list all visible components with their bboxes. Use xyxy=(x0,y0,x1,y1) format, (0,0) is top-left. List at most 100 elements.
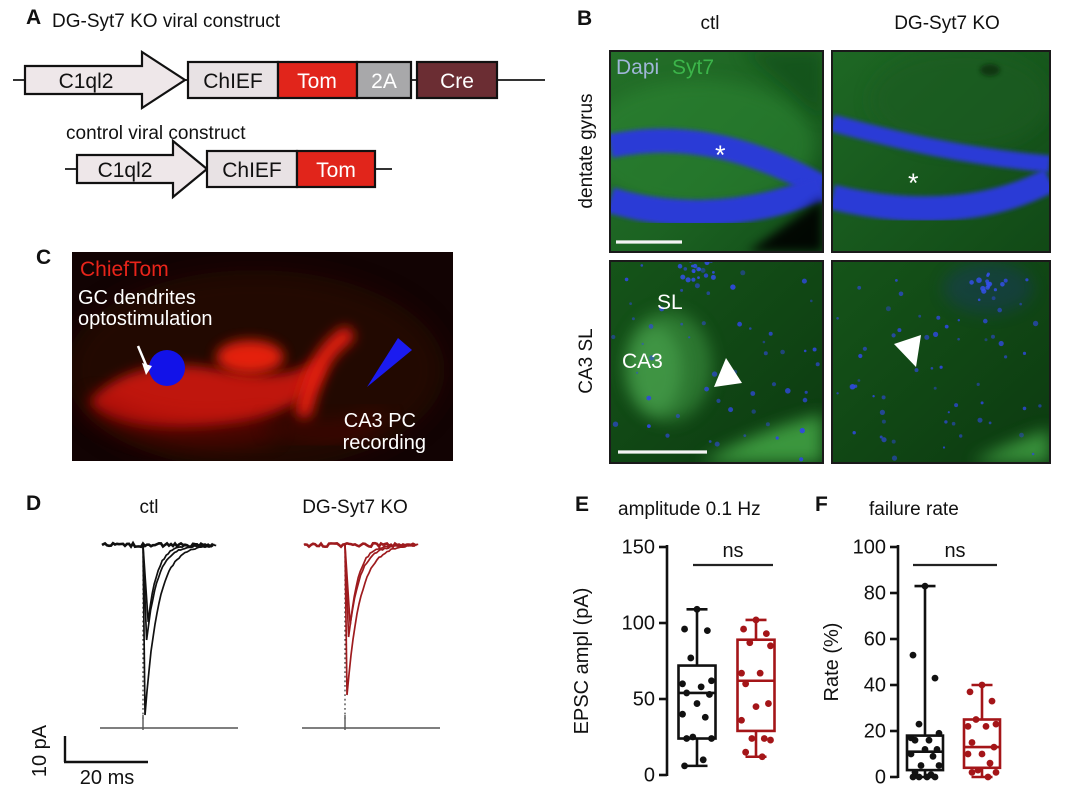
data-point xyxy=(907,750,915,758)
panel-a-subtitle: control viral construct xyxy=(66,123,246,144)
data-point xyxy=(968,769,976,776)
panel-b-header-ko: DG-Syt7 KO xyxy=(894,13,1000,34)
data-point xyxy=(917,762,925,769)
nucleus-dot xyxy=(743,434,747,437)
nucleus-dot xyxy=(804,390,808,394)
nucleus-dot xyxy=(711,371,718,377)
data-point xyxy=(683,689,691,697)
data-point xyxy=(693,700,701,707)
data-point xyxy=(933,746,941,753)
data-point xyxy=(681,762,688,770)
data-point xyxy=(911,736,919,744)
trace-baseline xyxy=(303,541,416,549)
data-point xyxy=(923,773,931,781)
nucleus-dot xyxy=(677,263,683,269)
nucleus-dot xyxy=(977,417,983,423)
data-point xyxy=(679,680,686,688)
nucleus-dot xyxy=(691,269,696,273)
nucleus-dot xyxy=(680,288,684,292)
y-tick-label: 100 xyxy=(853,537,886,559)
arrowhead-marker xyxy=(894,335,921,367)
nucleus-dot xyxy=(836,317,839,320)
data-point xyxy=(982,723,990,730)
stain-label-syt7: Syt7 xyxy=(672,56,714,79)
data-point xyxy=(742,748,750,756)
nucleus-dot xyxy=(780,349,785,355)
data-point xyxy=(701,713,709,721)
nucleus-dot xyxy=(810,299,813,303)
nucleus-dot xyxy=(611,334,616,340)
nucleus-dot xyxy=(836,392,839,395)
data-point xyxy=(984,773,992,781)
nucleus-dot xyxy=(768,331,773,336)
nucleus-dot xyxy=(993,288,998,292)
significance-label: ns xyxy=(944,540,965,562)
asterisk-marker: * xyxy=(715,140,726,170)
nucleus-dot xyxy=(675,413,681,419)
image-border xyxy=(609,260,824,464)
nucleus-dot xyxy=(646,395,652,401)
marker-label: ChiefTom xyxy=(80,258,169,281)
data-point xyxy=(966,688,974,696)
nucleus-dot xyxy=(881,419,886,424)
epsc-trace xyxy=(344,543,419,626)
gene-box-chief xyxy=(205,149,299,189)
data-point xyxy=(992,720,1000,728)
data-point xyxy=(921,746,929,753)
data-point xyxy=(988,697,996,705)
nucleus-dot xyxy=(1032,320,1039,327)
gene-label-chief: ChIEF xyxy=(222,159,282,182)
panel-c-label: C xyxy=(36,246,52,269)
panel-e-label: E xyxy=(575,493,590,516)
nucleus-dot xyxy=(691,277,696,282)
data-point xyxy=(968,739,976,746)
nucleus-dot xyxy=(716,398,721,403)
nucleus-dot xyxy=(763,351,768,356)
nucleus-dot xyxy=(981,288,987,294)
panel-f-title: failure rate xyxy=(869,499,959,520)
nucleus-dot xyxy=(750,391,756,396)
nucleus-dot xyxy=(703,273,709,278)
nucleus-dot xyxy=(872,395,875,398)
arrowhead-marker xyxy=(714,358,742,387)
data-point xyxy=(748,735,756,742)
nucleus-dot xyxy=(704,261,710,266)
region-label-sl: SL xyxy=(657,291,683,314)
scalebar-h-label: 20 ms xyxy=(80,767,134,789)
stim-label-line2: optostimulation xyxy=(78,308,213,330)
image-border xyxy=(831,50,1051,253)
nucleus-dot xyxy=(629,302,632,305)
data-point xyxy=(990,743,998,751)
nucleus-dot xyxy=(749,327,752,330)
nucleus-dot xyxy=(924,334,930,340)
data-point xyxy=(972,716,980,723)
data-point xyxy=(931,773,939,781)
nucleus-dot xyxy=(1003,278,1008,283)
region-label-ca3: CA3 xyxy=(622,350,663,373)
nucleus-dot xyxy=(980,401,984,405)
nucleus-dot xyxy=(897,328,902,333)
nucleus-dot xyxy=(712,271,715,274)
nucleus-dot xyxy=(636,371,639,374)
data-point xyxy=(752,703,760,710)
nucleus-dot xyxy=(939,365,943,369)
gene-label-chief: ChIEF xyxy=(203,70,263,93)
data-point xyxy=(909,651,917,659)
nucleus-dot xyxy=(812,347,817,352)
nucleus-dot xyxy=(692,263,698,269)
nucleus-dot xyxy=(891,439,896,444)
nucleus-dot xyxy=(697,267,702,271)
data-point xyxy=(925,736,933,744)
nucleus-dot xyxy=(976,382,980,386)
nucleus-dot xyxy=(728,407,734,413)
data-point xyxy=(915,720,923,728)
data-point xyxy=(681,625,688,633)
promoter-arrow xyxy=(75,138,209,200)
gene-label-2a: 2A xyxy=(371,70,397,93)
promoter-arrow xyxy=(23,49,188,111)
nucleus-dot xyxy=(891,455,898,461)
epsc-trace xyxy=(344,544,416,696)
nucleus-dot xyxy=(959,434,963,438)
